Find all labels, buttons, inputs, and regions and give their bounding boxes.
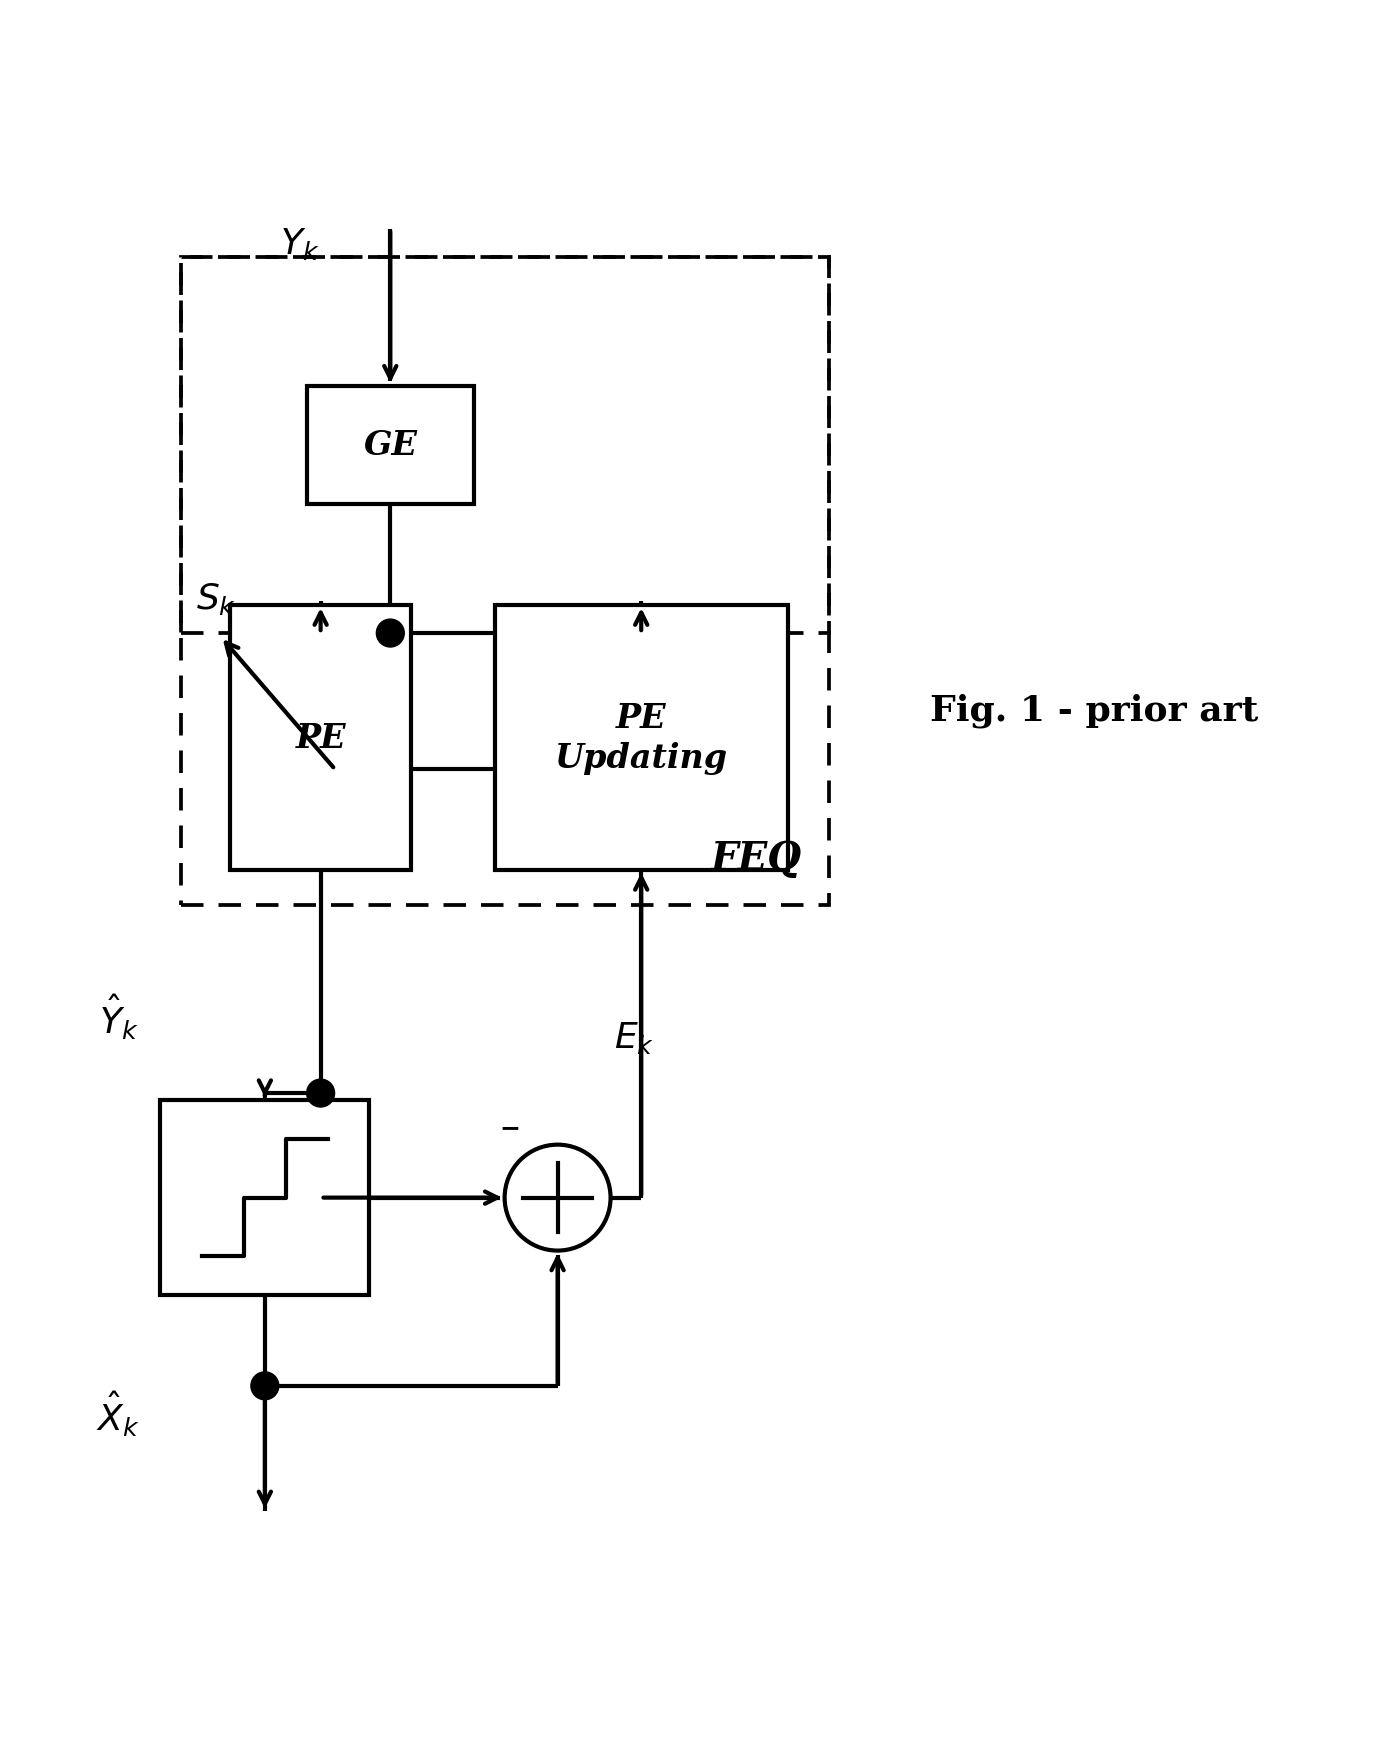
Text: GE: GE <box>364 430 417 462</box>
Text: Fig. 1 - prior art: Fig. 1 - prior art <box>930 693 1259 728</box>
Circle shape <box>307 1079 335 1107</box>
Bar <box>495 605 788 870</box>
Circle shape <box>376 620 404 648</box>
Text: $Y_k$: $Y_k$ <box>280 226 319 261</box>
Text: $\hat{X}_k$: $\hat{X}_k$ <box>96 1390 141 1439</box>
Bar <box>181 258 829 906</box>
Bar <box>230 605 411 870</box>
Bar <box>160 1100 369 1295</box>
Text: $E_k$: $E_k$ <box>615 1020 654 1057</box>
Bar <box>181 258 829 634</box>
Text: $\hat{Y}_k$: $\hat{Y}_k$ <box>99 992 138 1041</box>
Text: PE
Updating: PE Updating <box>555 702 728 776</box>
Circle shape <box>251 1372 279 1400</box>
Text: PE: PE <box>296 721 346 755</box>
Text: −: − <box>499 1116 520 1139</box>
Text: $S_k$: $S_k$ <box>197 581 236 616</box>
Text: FEQ: FEQ <box>711 839 802 878</box>
Bar <box>307 386 474 505</box>
